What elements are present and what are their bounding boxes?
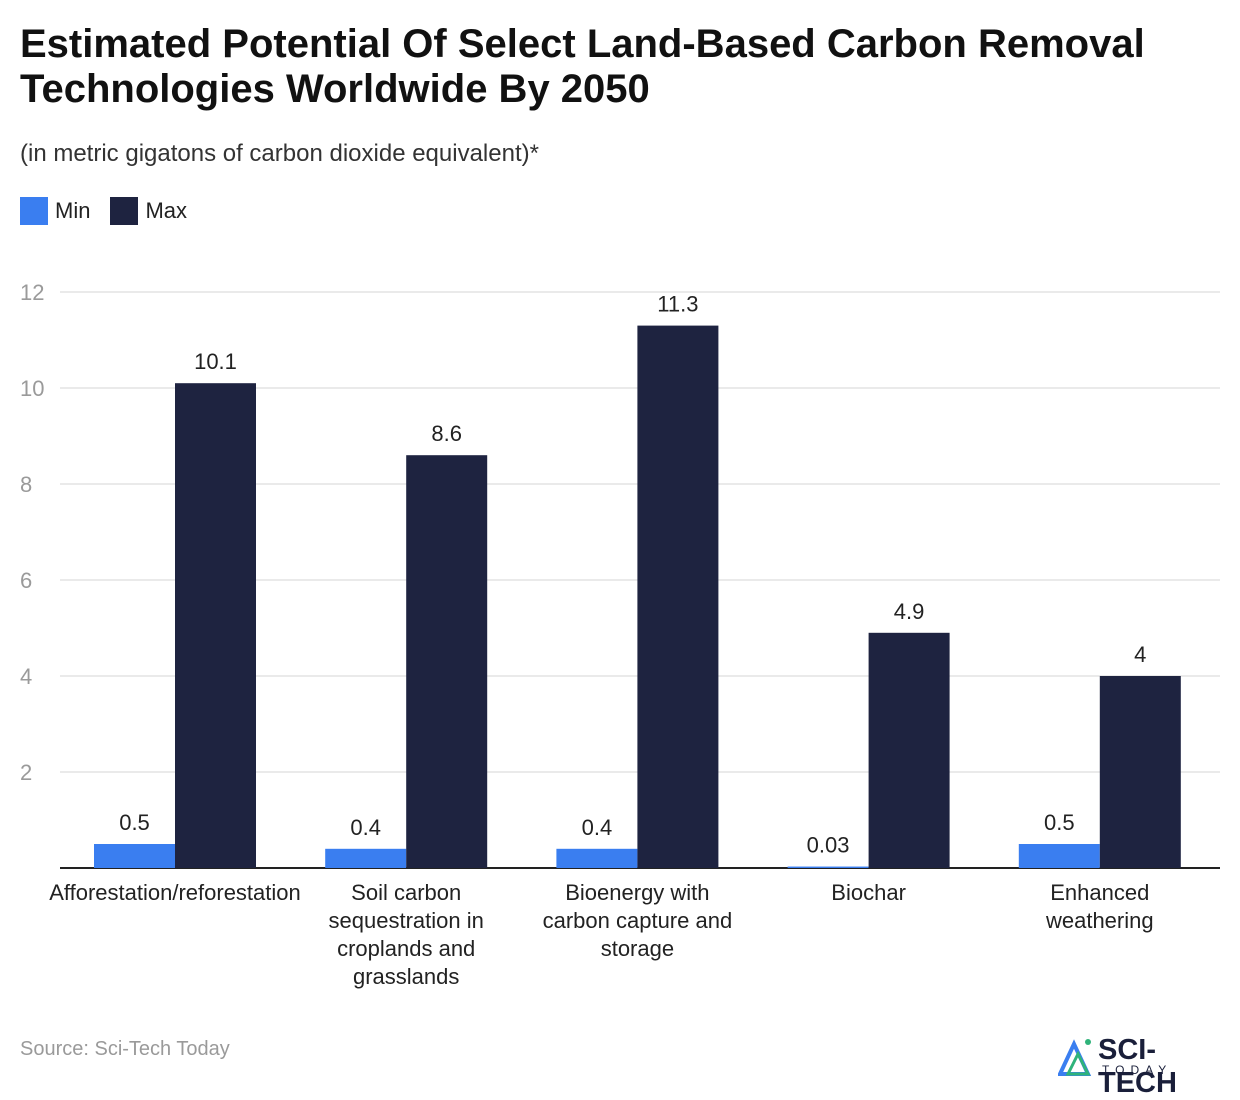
bar-min	[325, 848, 407, 868]
y-tick-label: 10	[20, 376, 44, 401]
bar-min	[94, 844, 175, 868]
chart-subtitle: (in metric gigatons of carbon dioxide eq…	[20, 140, 539, 167]
x-tick-label: weathering	[1045, 908, 1154, 933]
x-tick-label: Biochar	[831, 880, 906, 905]
x-tick-label: carbon capture and	[543, 908, 733, 933]
data-label: 4.9	[894, 599, 925, 624]
legend: Min Max	[20, 197, 207, 225]
x-tick-label: sequestration in	[329, 908, 484, 933]
bar-min	[787, 866, 869, 868]
chart-title: Estimated Potential Of Select Land-Based…	[20, 22, 1145, 111]
legend-swatch-max	[110, 197, 139, 225]
legend-label-min: Min	[55, 198, 91, 223]
bar-max	[868, 632, 950, 868]
data-label: 0.5	[1044, 810, 1075, 835]
legend-item-min: Min	[20, 197, 90, 225]
bar-min	[556, 848, 638, 868]
x-tick-label: Soil carbon	[351, 880, 461, 905]
bar-max	[406, 455, 488, 868]
logo-icon	[1056, 1039, 1092, 1076]
x-tick-label: grasslands	[353, 964, 459, 989]
data-label: 0.4	[350, 815, 381, 840]
data-label: 8.6	[431, 421, 462, 446]
data-label: 0.5	[119, 810, 150, 835]
x-tick-label: Bioenergy with	[565, 880, 709, 905]
y-tick-label: 6	[20, 568, 32, 593]
legend-label-max: Max	[145, 198, 188, 223]
bar-min	[1018, 844, 1100, 868]
sci-tech-logo: SCI-TECH TODAY	[1056, 1034, 1234, 1099]
y-tick-label: 12	[20, 280, 44, 305]
x-tick-label: croplands and	[337, 936, 475, 961]
x-tick-label: storage	[601, 936, 674, 961]
data-label: 4	[1134, 642, 1146, 667]
bar-max	[1099, 676, 1181, 868]
data-label: 0.4	[582, 815, 613, 840]
data-label: 11.3	[657, 292, 698, 317]
bar-max	[175, 383, 256, 868]
legend-swatch-min	[20, 197, 48, 225]
legend-item-max: Max	[110, 197, 187, 225]
x-tick-label: Enhanced	[1050, 880, 1149, 905]
y-tick-label: 4	[20, 664, 32, 689]
x-tick-label: Afforestation/reforestation	[49, 880, 301, 905]
source-note: Source: Sci-Tech Today	[20, 1038, 230, 1060]
bar-max	[637, 325, 719, 869]
y-tick-label: 8	[20, 472, 32, 497]
data-label: 10.1	[194, 349, 237, 374]
logo-subtext: TODAY	[1102, 1063, 1173, 1077]
y-tick-label: 2	[20, 760, 32, 785]
data-label: 0.03	[807, 833, 850, 858]
